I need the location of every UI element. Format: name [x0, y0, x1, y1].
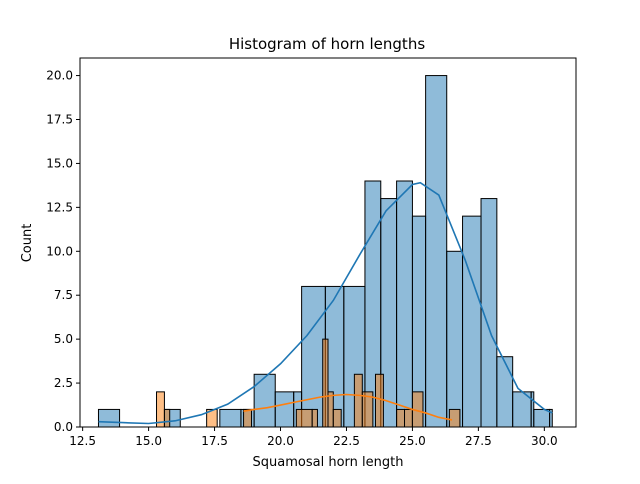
- y-tick-label-1: 2.5: [54, 376, 73, 390]
- series-1-bar-5: [311, 408, 318, 428]
- bars-layer: [97, 75, 553, 428]
- x-tick-label-3: 20.0: [267, 434, 294, 448]
- series-0-bar-7: [301, 285, 326, 428]
- series-1-bar-15: [448, 408, 461, 428]
- series-0-bar-12: [396, 180, 413, 428]
- series-1-bar-3: [243, 408, 252, 428]
- x-tick-label-4: 22.5: [333, 434, 360, 448]
- kde-layer: [98, 181, 553, 425]
- x-tick-label-2: 17.5: [201, 434, 228, 448]
- y-axis-ticks: 0.0 2.5 5.0 7.5 10.0 12.5 15.0 17.5 20.0: [46, 69, 80, 434]
- y-tick-label-8: 20.0: [46, 69, 73, 83]
- x-tick-label-1: 15.0: [135, 434, 162, 448]
- series-0-bar-21: [533, 408, 551, 428]
- series-0-bar-15: [446, 250, 464, 428]
- chart-title: Histogram of horn lengths: [229, 35, 425, 53]
- series-1-bar-1: [163, 408, 171, 428]
- series-0-bar-4: [253, 373, 276, 428]
- series-0-bar-0: [97, 408, 121, 428]
- y-tick-label-7: 17.5: [46, 113, 73, 127]
- series-0-kde-line: [98, 181, 553, 425]
- y-tick-label-3: 7.5: [54, 288, 73, 302]
- series-1-bar-13: [404, 408, 413, 428]
- x-tick-label-6: 27.5: [465, 434, 492, 448]
- x-tick-label-0: 12.5: [69, 434, 96, 448]
- series-0-bar-2: [219, 408, 242, 428]
- series-1-bar-8: [332, 408, 342, 428]
- y-tick-label-0: 0.0: [54, 420, 73, 434]
- x-axis-ticks: 12.5 15.0 17.5 20.0 22.5 25.0 27.5 30.0: [69, 427, 558, 448]
- series-0-bar-18: [496, 356, 514, 428]
- y-axis-label: Count: [20, 224, 35, 263]
- y-tick-label-2: 5.0: [54, 332, 73, 346]
- y-tick-label-5: 12.5: [46, 200, 73, 214]
- series-1-kde-line: [243, 393, 453, 421]
- series-0-bar-16: [462, 215, 482, 428]
- x-axis-label: Squamosal horn length: [253, 455, 404, 470]
- series-0-bar-5: [274, 391, 295, 428]
- series-0-bar-14: [425, 75, 448, 428]
- series-1-bar-6: [322, 338, 329, 428]
- series-1-bar-9: [353, 373, 363, 428]
- series-1-bar-12: [396, 408, 406, 428]
- x-tick-label-7: 30.0: [531, 434, 558, 448]
- series-0-bars: [97, 75, 553, 428]
- y-tick-label-4: 10.0: [46, 244, 73, 258]
- plot-frame: [79, 57, 577, 428]
- series-1-bar-11: [374, 373, 384, 428]
- y-tick-label-6: 15.0: [46, 156, 73, 170]
- series-1-bar-7: [327, 391, 334, 428]
- x-tick-label-5: 25.0: [399, 434, 426, 448]
- series-1-bar-4: [295, 408, 313, 428]
